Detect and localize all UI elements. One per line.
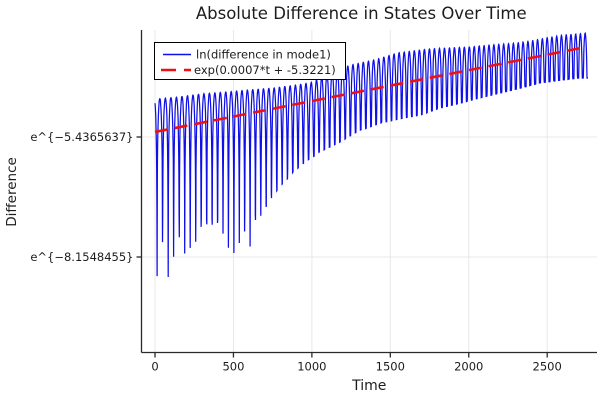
chart-title: Absolute Difference in States Over Time [196, 4, 527, 23]
y-tick-label: e^{−5.4365637} [30, 130, 133, 144]
signal-line [154, 31, 588, 278]
x-axis-label: Time [351, 378, 386, 394]
x-tick-label: 2000 [454, 360, 483, 374]
x-tick-label: 1000 [297, 360, 326, 374]
x-tick-label: 2500 [533, 360, 562, 374]
legend-fit-label: exp(0.0007*t + -5.3221) [194, 63, 336, 77]
legend-box [154, 42, 346, 80]
fit-line [154, 45, 587, 134]
legend-signal-label: ln(difference in mode1) [196, 48, 331, 62]
x-tick-label: 1500 [376, 360, 405, 374]
y-axis-label: Difference [4, 157, 20, 227]
x-tick-label: 0 [151, 360, 158, 374]
y-tick-label: e^{−8.1548455} [30, 250, 133, 264]
x-tick-label: 500 [222, 360, 244, 374]
